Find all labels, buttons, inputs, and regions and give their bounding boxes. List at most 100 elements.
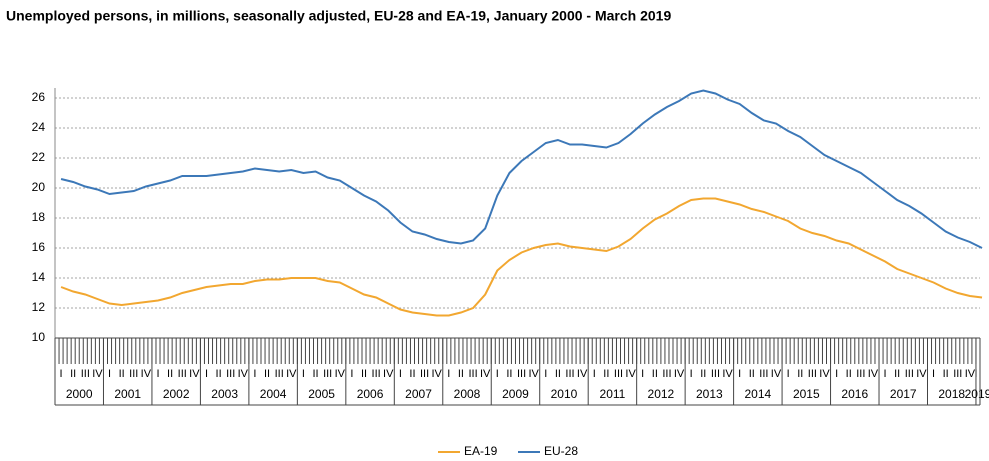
x-tick-label: I [253,368,256,380]
x-tick-label: I [60,368,63,380]
y-tick-label: 18 [32,210,46,224]
year-label: 2009 [502,387,529,401]
x-tick-label: IV [432,368,443,380]
x-tick-label: III [711,368,720,380]
year-label: 2005 [308,387,335,401]
x-tick-label: I [108,368,111,380]
x-tick-label: IV [965,368,976,380]
year-label: 2001 [114,387,141,401]
x-tick-label: IV [383,368,394,380]
x-tick-label: IV [92,368,103,380]
x-tick-label: IV [286,368,297,380]
year-label: 2015 [793,387,820,401]
x-tick-label: II [70,368,76,380]
x-tick-label: II [409,368,415,380]
x-tick-label: III [808,368,817,380]
year-label: 2017 [890,387,917,401]
series-line [60,89,983,249]
x-tick-label: I [835,368,838,380]
year-label: 2003 [211,387,238,401]
year-label: 2006 [357,387,384,401]
y-tick-label: 20 [32,180,46,194]
x-tick-label: II [167,368,173,380]
x-tick-label: II [749,368,755,380]
x-tick-label: I [932,368,935,380]
x-tick-label: IV [916,368,927,380]
x-tick-label: III [372,368,381,380]
y-tick-label: 12 [32,300,46,314]
x-tick-label: IV [625,368,636,380]
y-tick-label: 10 [32,330,46,344]
year-label: 2000 [66,387,93,401]
year-label: 2014 [744,387,771,401]
x-tick-label: III [565,368,574,380]
x-tick-label: I [690,368,693,380]
x-tick-label: II [119,368,125,380]
x-tick-label: II [458,368,464,380]
x-tick-label: IV [722,368,733,380]
x-tick-label: III [662,368,671,380]
x-tick-label: II [312,368,318,380]
x-tick-label: III [517,368,526,380]
legend-label: EA-19 [464,444,498,458]
x-tick-label: III [953,368,962,380]
x-tick-label: IV [674,368,685,380]
year-label: 2004 [260,387,287,401]
x-tick-label: III [129,368,138,380]
x-tick-label: II [361,368,367,380]
x-tick-label: III [226,368,235,380]
x-tick-label: I [399,368,402,380]
x-tick-label: IV [868,368,879,380]
x-tick-label: IV [819,368,830,380]
x-tick-label: III [178,368,187,380]
x-tick-label: II [264,368,270,380]
year-label: 2012 [648,387,675,401]
x-tick-label: II [506,368,512,380]
year-label: 2018 [938,387,965,401]
x-tick-label: IV [528,368,539,380]
year-label: 2002 [163,387,190,401]
year-label: 2011 [600,387,626,401]
x-tick-label: III [856,368,865,380]
x-tick-label: I [884,368,887,380]
x-tick-label: I [350,368,353,380]
x-tick-label: I [787,368,790,380]
year-label: 2010 [551,387,578,401]
x-tick-label: II [603,368,609,380]
x-tick-label: I [544,368,547,380]
x-tick-label: IV [238,368,249,380]
x-tick-label: II [943,368,949,380]
x-tick-label: IV [141,368,152,380]
x-tick-label: I [738,368,741,380]
x-tick-label: II [797,368,803,380]
x-tick-label: I [496,368,499,380]
x-tick-label: III [905,368,914,380]
year-label: 2019 [965,387,989,401]
x-tick-label: I [205,368,208,380]
year-label: 2013 [696,387,723,401]
y-tick-label: 22 [32,150,46,164]
legend-label: EU-28 [544,444,578,458]
x-tick-label: II [216,368,222,380]
x-tick-label: IV [771,368,782,380]
x-tick-label: III [468,368,477,380]
x-tick-label: I [641,368,644,380]
y-tick-label: 16 [32,240,46,254]
y-tick-label: 24 [32,120,46,134]
y-tick-label: 26 [32,90,46,104]
x-tick-label: II [652,368,658,380]
series-line [60,197,983,317]
x-tick-label: III [275,368,284,380]
x-tick-label: III [323,368,332,380]
x-tick-label: III [81,368,90,380]
x-tick-label: III [759,368,768,380]
year-label: 2016 [841,387,868,401]
x-tick-label: IV [577,368,588,380]
x-tick-label: III [420,368,429,380]
x-tick-label: III [614,368,623,380]
year-label: 2008 [454,387,481,401]
x-tick-label: II [894,368,900,380]
x-tick-label: II [846,368,852,380]
x-tick-label: I [447,368,450,380]
year-label: 2007 [405,387,432,401]
